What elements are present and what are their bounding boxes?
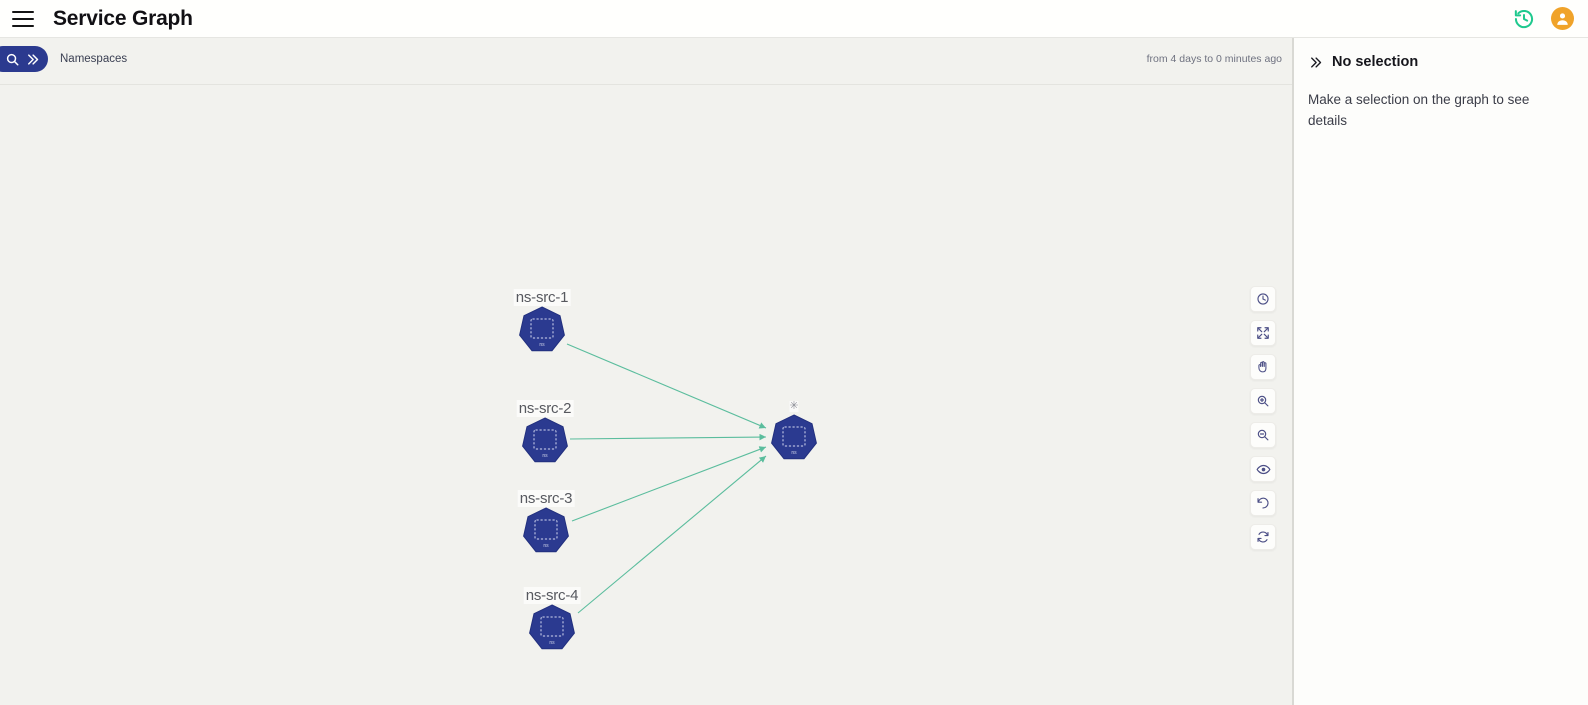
graph-node[interactable]: ns [519, 306, 565, 352]
node-label: ns-src-2 [516, 400, 574, 417]
time-range-label: from 4 days to 0 minutes ago [1146, 53, 1282, 65]
node-badge: ✳ [789, 400, 799, 412]
hamburger-line [12, 10, 34, 13]
clock-icon [1257, 293, 1269, 305]
node-label: ns-src-3 [517, 490, 575, 507]
node-shape [519, 306, 565, 352]
graph-edge[interactable] [566, 343, 767, 429]
details-panel-message: Make a selection on the graph to see det… [1308, 92, 1530, 128]
node-shape [523, 507, 569, 553]
node-kind-label: ns [542, 453, 548, 459]
node-kind-label: ns [549, 640, 555, 646]
hamburger-line [12, 24, 34, 27]
graph-area: Namespaces from 4 days to 0 minutes ago … [0, 38, 1292, 705]
details-panel-header: No selection [1308, 54, 1574, 70]
node-inner-glyph-icon [540, 616, 564, 637]
graph-node[interactable]: ns [771, 414, 817, 460]
node-layer: ns ns ns ns ns [519, 306, 817, 650]
node-label: ns-src-1 [513, 289, 571, 306]
page-title: Service Graph [53, 6, 193, 30]
refresh-button[interactable] [1250, 524, 1276, 550]
node-shape [529, 604, 575, 650]
search-icon [6, 53, 19, 65]
breadcrumb[interactable]: Namespaces [60, 53, 128, 65]
search-panel-toggle[interactable] [0, 46, 48, 72]
node-kind-label: ns [539, 342, 545, 348]
details-panel: No selection Make a selection on the gra… [1294, 38, 1588, 705]
graph-svg: ns ns ns ns ns [519, 306, 817, 650]
node-kind-label: ns [543, 543, 549, 549]
graph-node[interactable]: ns [529, 604, 575, 650]
double-chevron-right-icon[interactable] [1308, 55, 1323, 70]
hamburger-menu-icon[interactable] [12, 10, 34, 27]
time-range-button[interactable] [1250, 286, 1276, 312]
pan-mode-button[interactable] [1250, 354, 1276, 380]
node-kind-label: ns [791, 450, 797, 456]
graph-canvas[interactable]: ns ns ns ns ns ns-src-1 ns-src-2 ns-src-3 ns-sr… [0, 123, 1292, 705]
magnifier-minus-icon [1257, 429, 1269, 441]
graph-node[interactable]: ns [523, 507, 569, 553]
top-bar-actions [1513, 7, 1574, 30]
hamburger-line [12, 17, 34, 20]
double-chevron-right-icon [28, 53, 39, 65]
top-app-bar: Service Graph [0, 0, 1588, 38]
graph-edge[interactable] [577, 455, 767, 614]
zoom-out-button[interactable] [1250, 422, 1276, 448]
hand-icon [1258, 361, 1267, 373]
user-avatar-icon[interactable] [1551, 7, 1574, 30]
node-shape [771, 414, 817, 460]
expand-arrows-icon [1257, 327, 1269, 339]
edge-layer [566, 343, 767, 614]
undo-arrow-icon [1257, 497, 1269, 509]
details-panel-title: No selection [1332, 54, 1419, 70]
node-inner-glyph-icon [782, 426, 806, 447]
panel-divider [1292, 38, 1294, 705]
node-inner-glyph-icon [534, 519, 558, 540]
zoom-in-button[interactable] [1250, 388, 1276, 414]
graph-edge[interactable] [571, 446, 767, 522]
graph-edge[interactable] [569, 433, 767, 441]
graph-node[interactable]: ns [522, 417, 568, 463]
reset-layout-button[interactable] [1250, 490, 1276, 516]
graph-toolbar [1250, 286, 1276, 550]
subbar-divider [0, 84, 1292, 85]
refresh-cycle-icon [1257, 531, 1269, 543]
node-label: ns-src-4 [523, 587, 581, 604]
toggle-visibility-button[interactable] [1250, 456, 1276, 482]
magnifier-plus-icon [1257, 395, 1269, 407]
history-restore-icon[interactable] [1513, 8, 1535, 30]
node-shape [522, 417, 568, 463]
fit-to-screen-button[interactable] [1250, 320, 1276, 346]
node-inner-glyph-icon [533, 429, 557, 450]
eye-icon [1256, 464, 1270, 474]
node-inner-glyph-icon [530, 318, 554, 339]
